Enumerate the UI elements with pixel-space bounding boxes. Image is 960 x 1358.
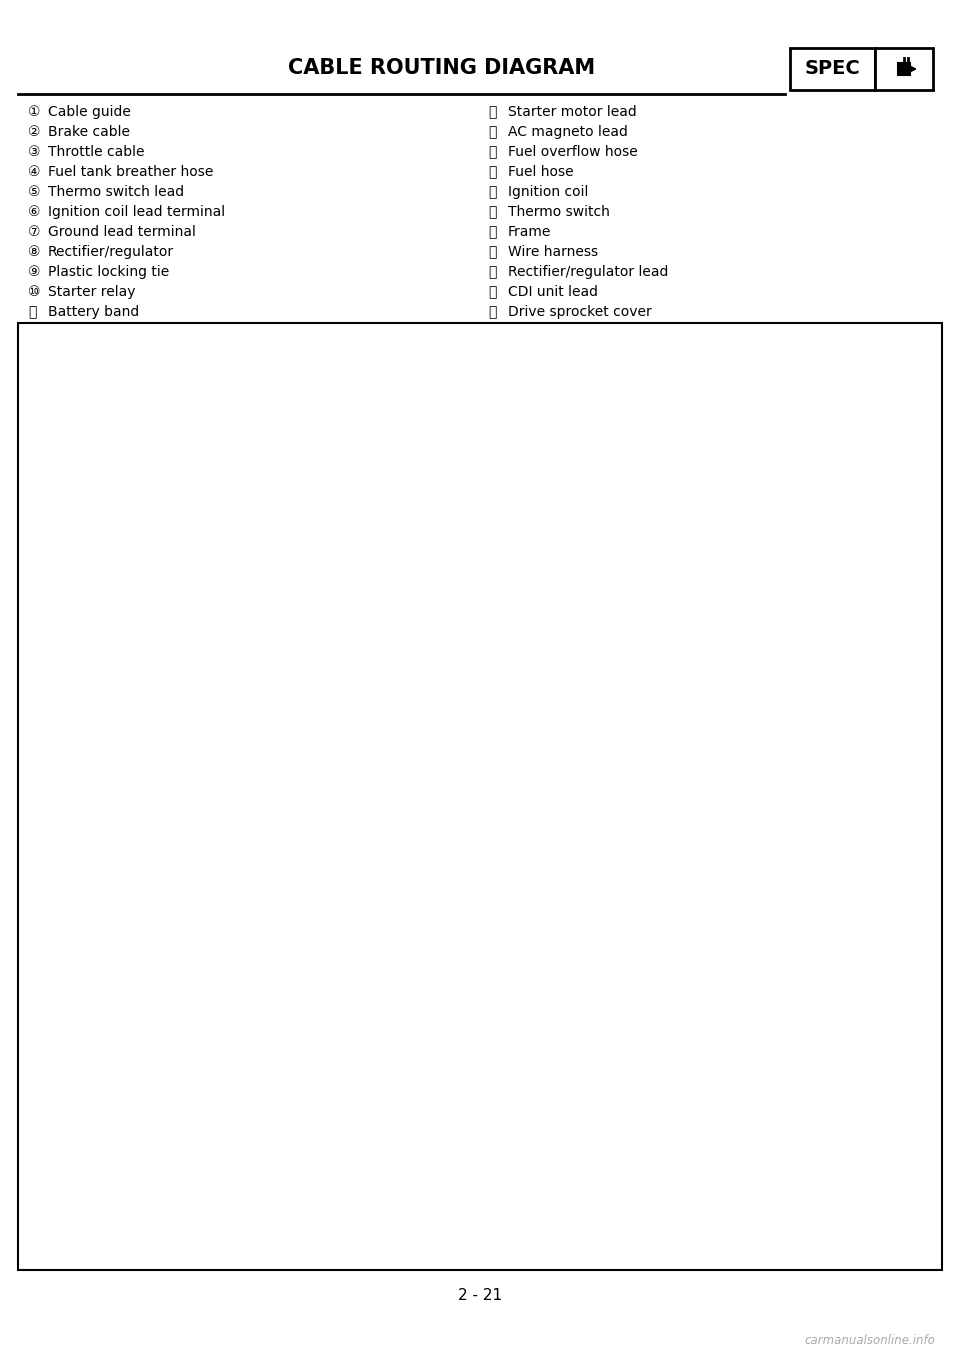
Bar xyxy=(18,323,942,1270)
Text: AC magneto lead: AC magneto lead xyxy=(508,125,628,139)
Bar xyxy=(875,48,933,90)
Text: CABLE ROUTING DIAGRAM: CABLE ROUTING DIAGRAM xyxy=(288,58,595,77)
Text: Starter motor lead: Starter motor lead xyxy=(508,105,636,120)
Text: ①: ① xyxy=(28,105,40,120)
Text: Fuel tank breather hose: Fuel tank breather hose xyxy=(48,166,213,179)
Text: 2 - 21: 2 - 21 xyxy=(458,1287,502,1302)
Text: Rectifier/regulator lead: Rectifier/regulator lead xyxy=(508,265,668,278)
Text: Rectifier/regulator: Rectifier/regulator xyxy=(48,244,174,259)
Text: ④: ④ xyxy=(28,166,40,179)
Text: ⑬: ⑬ xyxy=(488,125,496,139)
Text: ⑲: ⑲ xyxy=(488,244,496,259)
Text: ⑱: ⑱ xyxy=(488,225,496,239)
Text: Fuel overflow hose: Fuel overflow hose xyxy=(508,145,637,159)
Text: Ground lead terminal: Ground lead terminal xyxy=(48,225,196,239)
Text: ⑫: ⑫ xyxy=(488,105,496,120)
Text: ⑪: ⑪ xyxy=(28,306,36,319)
Text: Fuel hose: Fuel hose xyxy=(508,166,574,179)
Text: Wire harness: Wire harness xyxy=(508,244,598,259)
Text: Plastic locking tie: Plastic locking tie xyxy=(48,265,169,278)
Text: Ignition coil lead terminal: Ignition coil lead terminal xyxy=(48,205,226,219)
Text: Starter relay: Starter relay xyxy=(48,285,135,299)
Text: Battery band: Battery band xyxy=(48,306,139,319)
Text: Brake cable: Brake cable xyxy=(48,125,130,139)
Text: ⑮: ⑮ xyxy=(488,166,496,179)
Text: ⑥: ⑥ xyxy=(28,205,40,219)
Text: Throttle cable: Throttle cable xyxy=(48,145,145,159)
Text: Cable guide: Cable guide xyxy=(48,105,131,120)
Text: SPEC: SPEC xyxy=(804,60,860,79)
Text: ③: ③ xyxy=(28,145,40,159)
Bar xyxy=(898,62,910,75)
Text: ②: ② xyxy=(28,125,40,139)
Text: Drive sprocket cover: Drive sprocket cover xyxy=(508,306,652,319)
Text: ⑵: ⑵ xyxy=(488,306,496,319)
Text: ⑴: ⑴ xyxy=(488,285,496,299)
Text: Thermo switch lead: Thermo switch lead xyxy=(48,185,184,200)
Text: CDI unit lead: CDI unit lead xyxy=(508,285,598,299)
Bar xyxy=(790,48,875,90)
Text: Thermo switch: Thermo switch xyxy=(508,205,610,219)
Text: ⑧: ⑧ xyxy=(28,244,40,259)
Text: ⑭: ⑭ xyxy=(488,145,496,159)
Text: ⑦: ⑦ xyxy=(28,225,40,239)
Text: carmanualsonline.info: carmanualsonline.info xyxy=(804,1334,935,1347)
Text: Frame: Frame xyxy=(508,225,551,239)
Text: ⑤: ⑤ xyxy=(28,185,40,200)
Text: ⑳: ⑳ xyxy=(488,265,496,278)
Text: ⑰: ⑰ xyxy=(488,205,496,219)
Text: ⑩: ⑩ xyxy=(28,285,40,299)
Text: Ignition coil: Ignition coil xyxy=(508,185,588,200)
Text: ⑨: ⑨ xyxy=(28,265,40,278)
Text: ⑯: ⑯ xyxy=(488,185,496,200)
